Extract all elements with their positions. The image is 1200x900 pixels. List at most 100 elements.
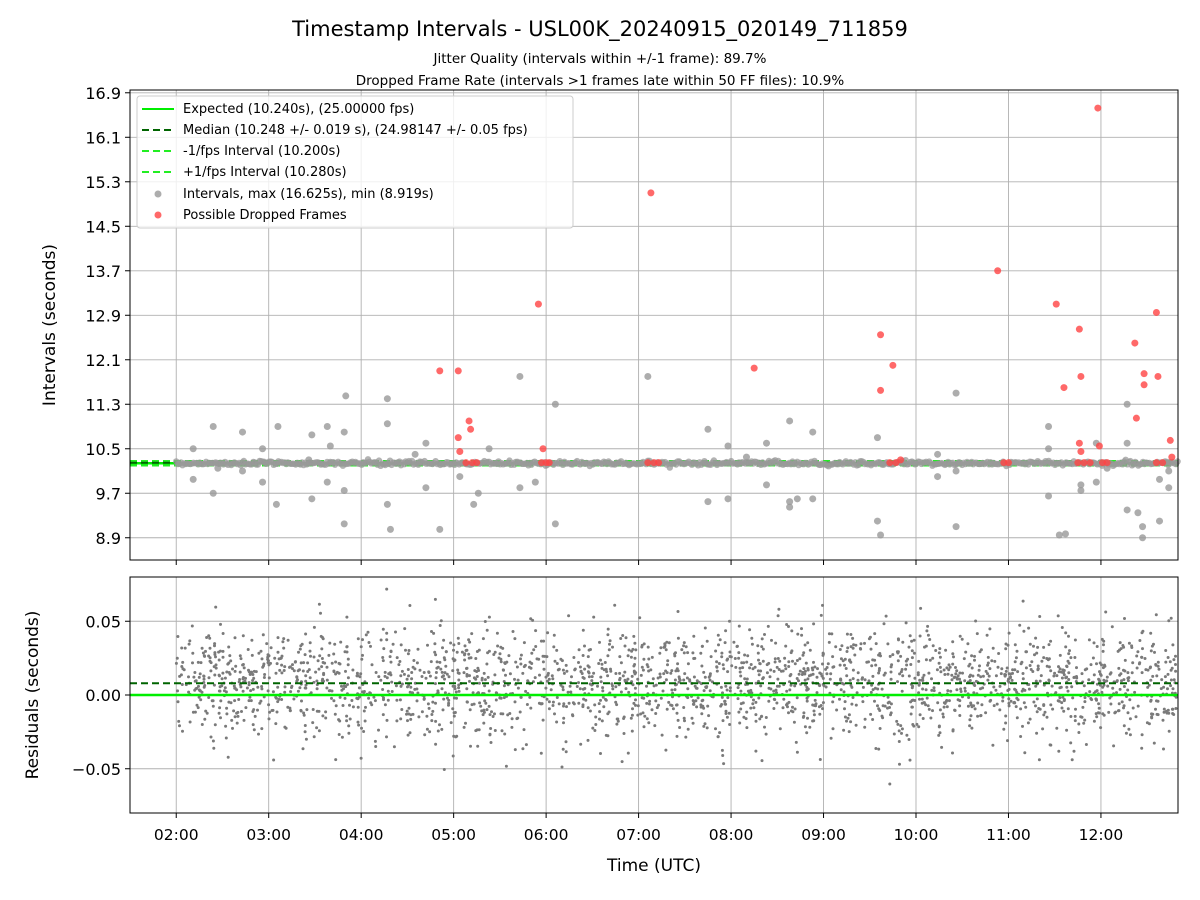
residual-point xyxy=(584,698,588,702)
residual-point xyxy=(398,698,402,702)
residual-point xyxy=(330,661,334,665)
residual-point xyxy=(623,670,627,674)
residual-point xyxy=(211,739,215,743)
residual-point xyxy=(607,710,611,714)
interval-point xyxy=(340,486,348,494)
residual-point xyxy=(1077,722,1081,726)
residual-point xyxy=(1140,655,1144,659)
residual-point xyxy=(606,734,610,738)
residual-point xyxy=(1007,687,1011,691)
residual-point xyxy=(816,667,819,671)
residual-point xyxy=(803,669,807,673)
residual-point xyxy=(280,698,284,701)
residual-point xyxy=(410,671,414,674)
residual-point xyxy=(719,685,723,689)
residual-point xyxy=(618,671,622,675)
residual-point xyxy=(931,644,935,648)
interval-point xyxy=(786,417,794,425)
residual-point xyxy=(994,674,998,678)
residual-point xyxy=(245,686,249,690)
residual-point xyxy=(946,689,950,693)
residual-point xyxy=(1054,691,1058,695)
residual-point xyxy=(930,688,934,692)
residual-point xyxy=(1155,699,1158,703)
residual-point xyxy=(898,672,902,676)
residual-point xyxy=(394,630,397,634)
residual-point xyxy=(390,680,394,684)
residual-point xyxy=(1172,678,1176,682)
residual-point xyxy=(638,616,642,620)
residual-point xyxy=(1015,690,1019,694)
residual-point xyxy=(906,657,910,661)
residual-point xyxy=(692,700,696,704)
residual-point xyxy=(248,672,252,676)
residual-point xyxy=(295,675,299,679)
residual-point xyxy=(429,660,433,664)
residual-point xyxy=(627,648,631,652)
residual-point xyxy=(812,709,816,713)
residual-point xyxy=(701,698,705,702)
residual-point xyxy=(274,722,278,726)
residual-point xyxy=(598,717,601,721)
residual-point xyxy=(947,668,951,672)
residual-point xyxy=(796,632,800,636)
residual-point xyxy=(449,721,453,725)
residual-point xyxy=(958,634,962,638)
y-tick-label: 16.9 xyxy=(85,84,121,103)
residual-point xyxy=(306,661,310,665)
residual-point xyxy=(761,676,765,680)
residual-point xyxy=(204,709,208,713)
residual-point xyxy=(825,666,829,669)
residual-point xyxy=(282,637,286,641)
x-tick-label: 08:00 xyxy=(709,826,754,844)
residual-point xyxy=(602,668,606,672)
residual-point xyxy=(476,666,480,670)
residual-point xyxy=(213,673,217,677)
residual-point xyxy=(828,677,832,681)
residual-point xyxy=(599,675,603,679)
residual-point xyxy=(988,627,992,631)
residual-point xyxy=(192,675,196,679)
residual-point xyxy=(312,625,316,629)
residual-point xyxy=(814,704,818,708)
residual-point xyxy=(969,673,972,677)
residual-point xyxy=(519,657,522,661)
residual-point xyxy=(1047,679,1051,683)
residual-point xyxy=(1174,654,1177,658)
residual-point xyxy=(556,668,560,672)
residual-point xyxy=(362,709,366,713)
residual-point xyxy=(196,706,200,710)
residual-point xyxy=(1151,712,1155,716)
residual-point xyxy=(658,651,662,655)
residual-point xyxy=(346,676,350,680)
dropped-frame-point xyxy=(1140,370,1148,378)
residual-point xyxy=(916,673,920,677)
residual-point xyxy=(312,735,316,739)
residual-point xyxy=(431,709,435,713)
residual-point xyxy=(1004,714,1008,718)
residual-point xyxy=(1009,699,1013,703)
residual-point xyxy=(213,723,217,727)
residual-point xyxy=(1126,688,1130,692)
residual-point xyxy=(791,705,794,709)
residual-point xyxy=(647,702,651,706)
residual-point xyxy=(231,667,234,671)
residual-point xyxy=(400,708,404,711)
residual-point xyxy=(676,662,680,666)
residual-point xyxy=(764,732,768,736)
residual-point xyxy=(176,689,179,693)
residual-point xyxy=(976,673,980,677)
residual-point xyxy=(1102,643,1105,647)
residual-point xyxy=(972,691,976,695)
residual-point xyxy=(787,711,790,715)
interval-point xyxy=(516,372,524,380)
residual-point xyxy=(821,651,825,655)
residual-point xyxy=(483,684,487,688)
residual-point xyxy=(749,663,753,666)
residual-point xyxy=(456,636,460,640)
residual-point xyxy=(190,624,194,628)
residual-point xyxy=(209,735,213,739)
residual-point xyxy=(529,666,533,670)
residual-point xyxy=(267,703,271,707)
residual-point xyxy=(1015,696,1019,700)
